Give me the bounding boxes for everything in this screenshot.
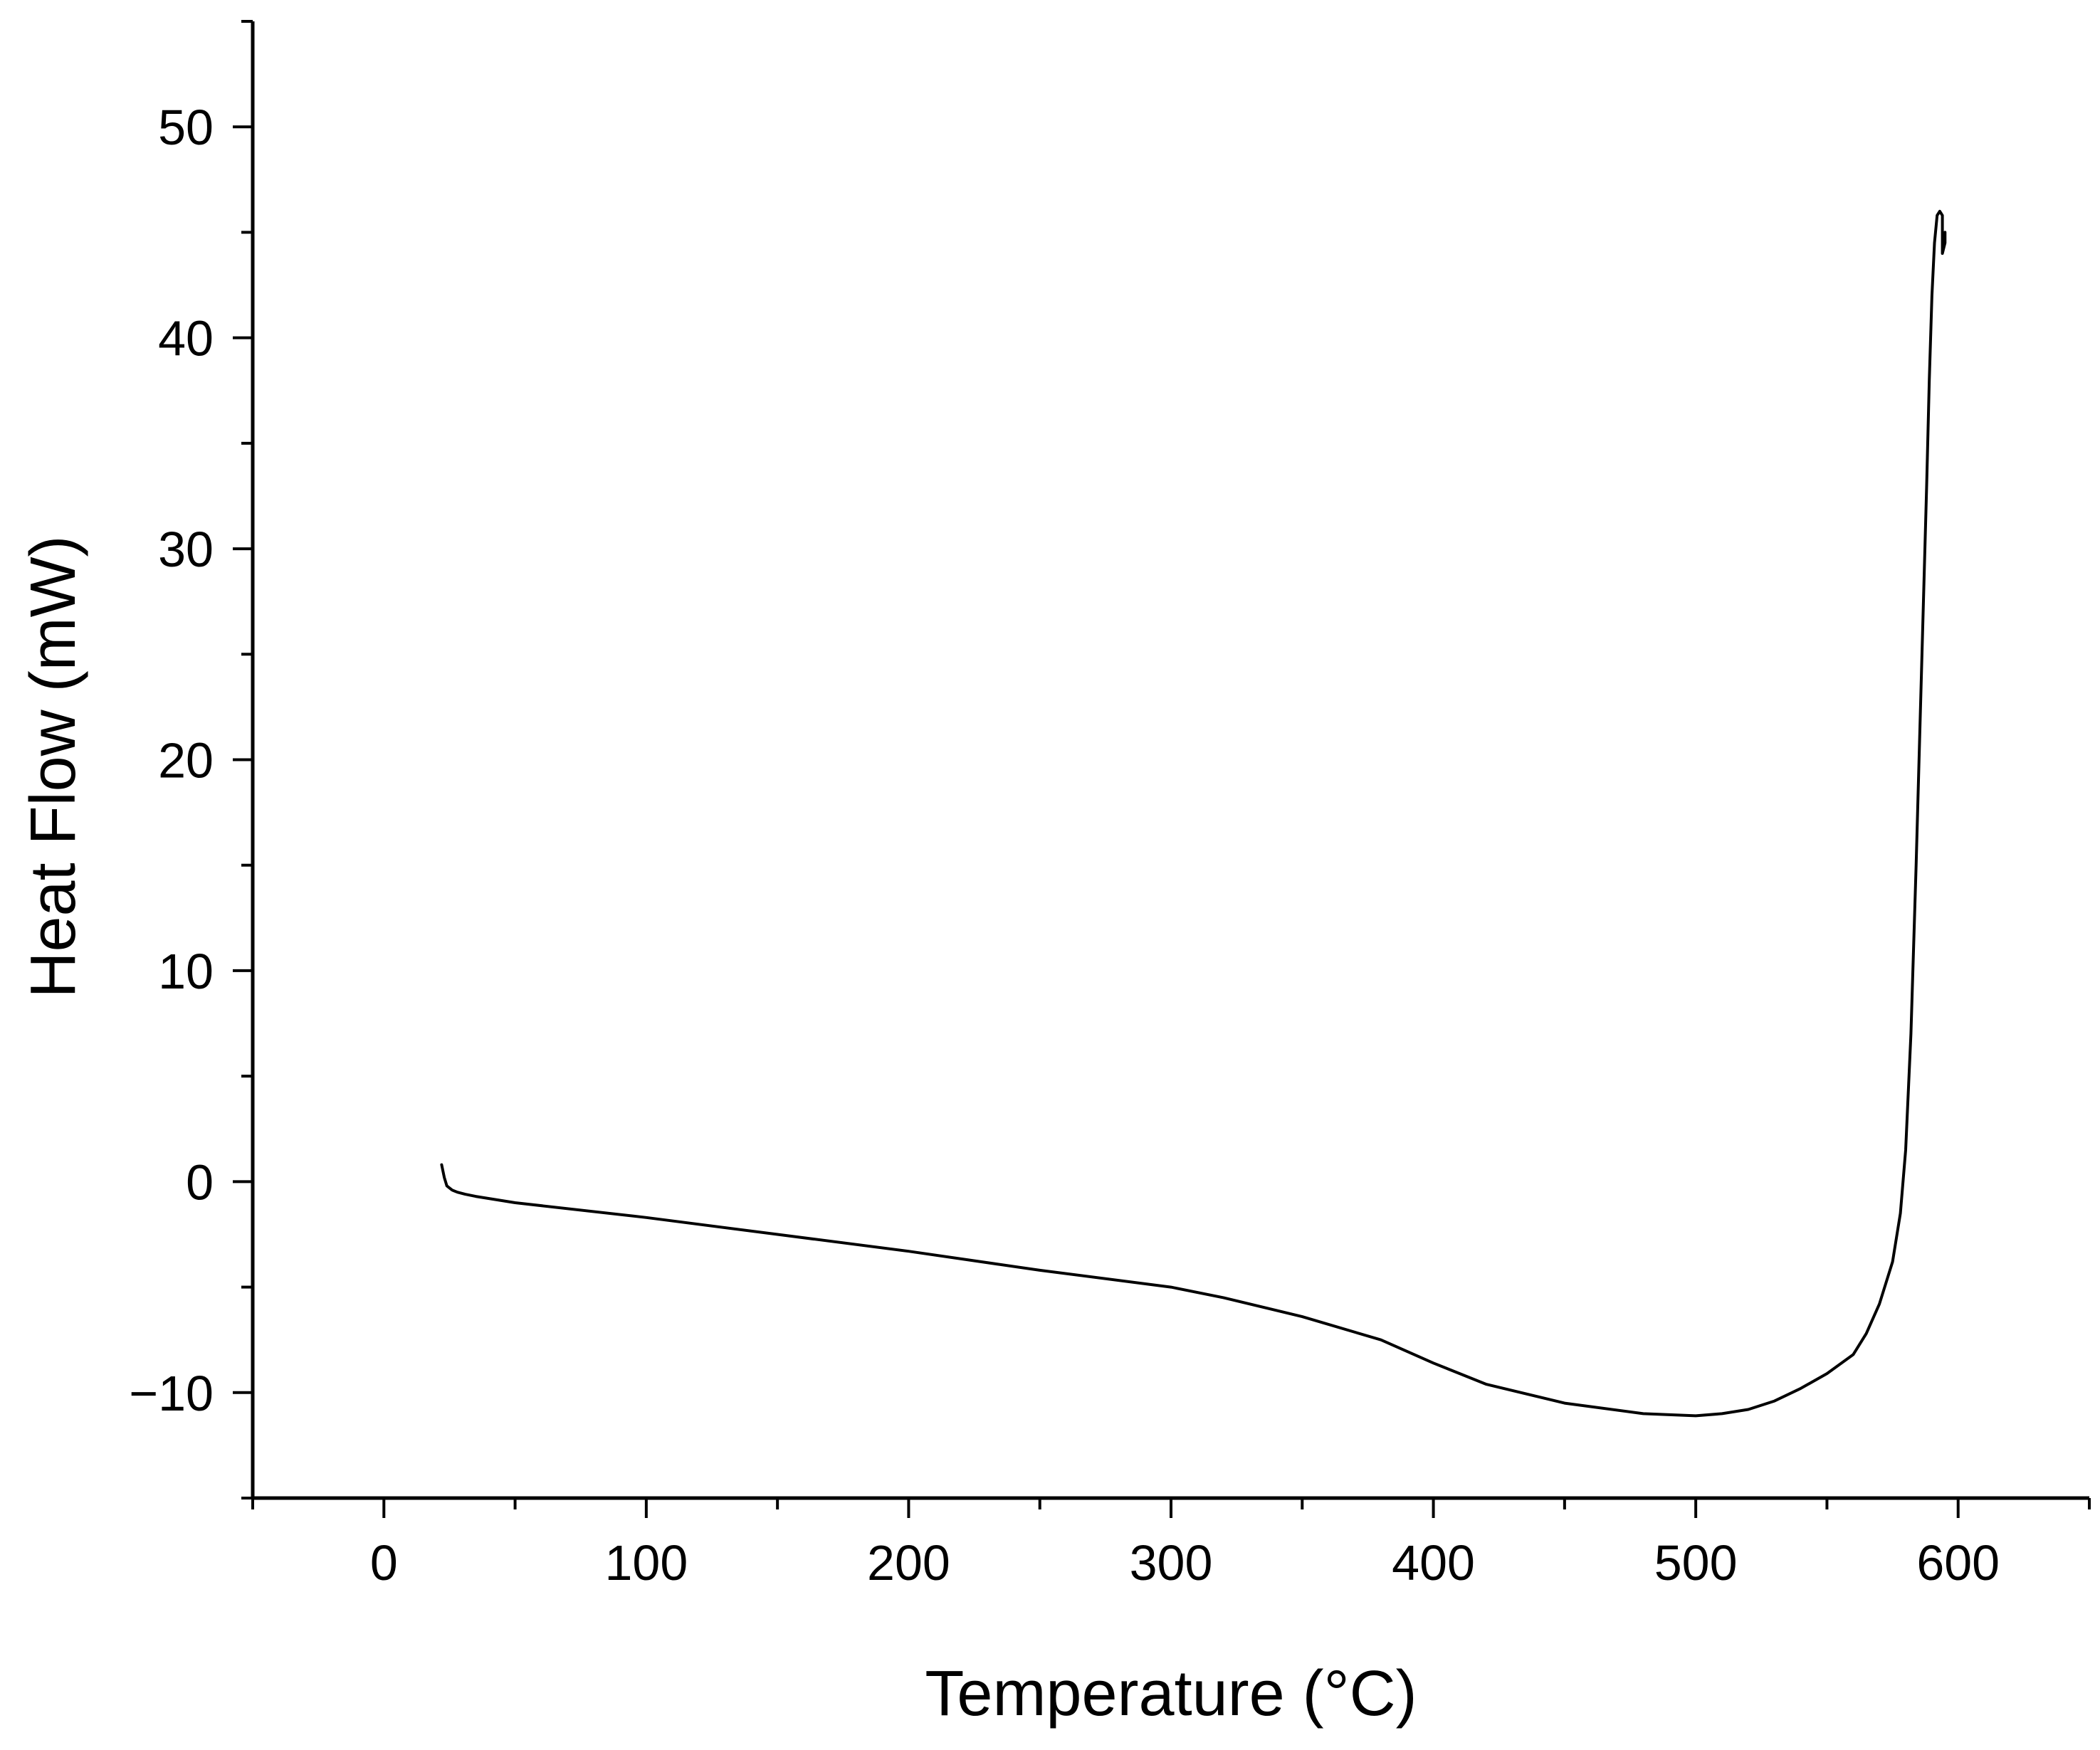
y-tick-label: 20 bbox=[158, 733, 214, 789]
x-tick-label: 300 bbox=[1130, 1535, 1213, 1591]
y-tick-label: 40 bbox=[158, 311, 214, 367]
x-tick-label: 400 bbox=[1392, 1535, 1475, 1591]
x-tick-label: 200 bbox=[867, 1535, 950, 1591]
x-tick-label: 0 bbox=[370, 1535, 398, 1591]
x-tick-label: 500 bbox=[1654, 1535, 1738, 1591]
y-tick-label: 10 bbox=[158, 944, 214, 999]
plot-area bbox=[440, 209, 1947, 1418]
y-tick-label: 0 bbox=[186, 1154, 214, 1210]
y-tick-label: 50 bbox=[158, 100, 214, 155]
x-axis-title: Temperature (°C) bbox=[925, 1658, 1417, 1729]
y-tick-label: 30 bbox=[158, 522, 214, 577]
axis-labels: 0 100 200 300 400 500 600 −10 0 10 20 30 40 50 Tempera… bbox=[18, 100, 2000, 1729]
heat-flow-line bbox=[440, 209, 1947, 1418]
x-tick-label: 600 bbox=[1916, 1535, 2000, 1591]
x-tick-label: 100 bbox=[604, 1535, 688, 1591]
y-tick-label: −10 bbox=[129, 1366, 214, 1421]
y-axis-title: Heat Flow (mW) bbox=[18, 536, 89, 998]
axes bbox=[233, 20, 2091, 1518]
